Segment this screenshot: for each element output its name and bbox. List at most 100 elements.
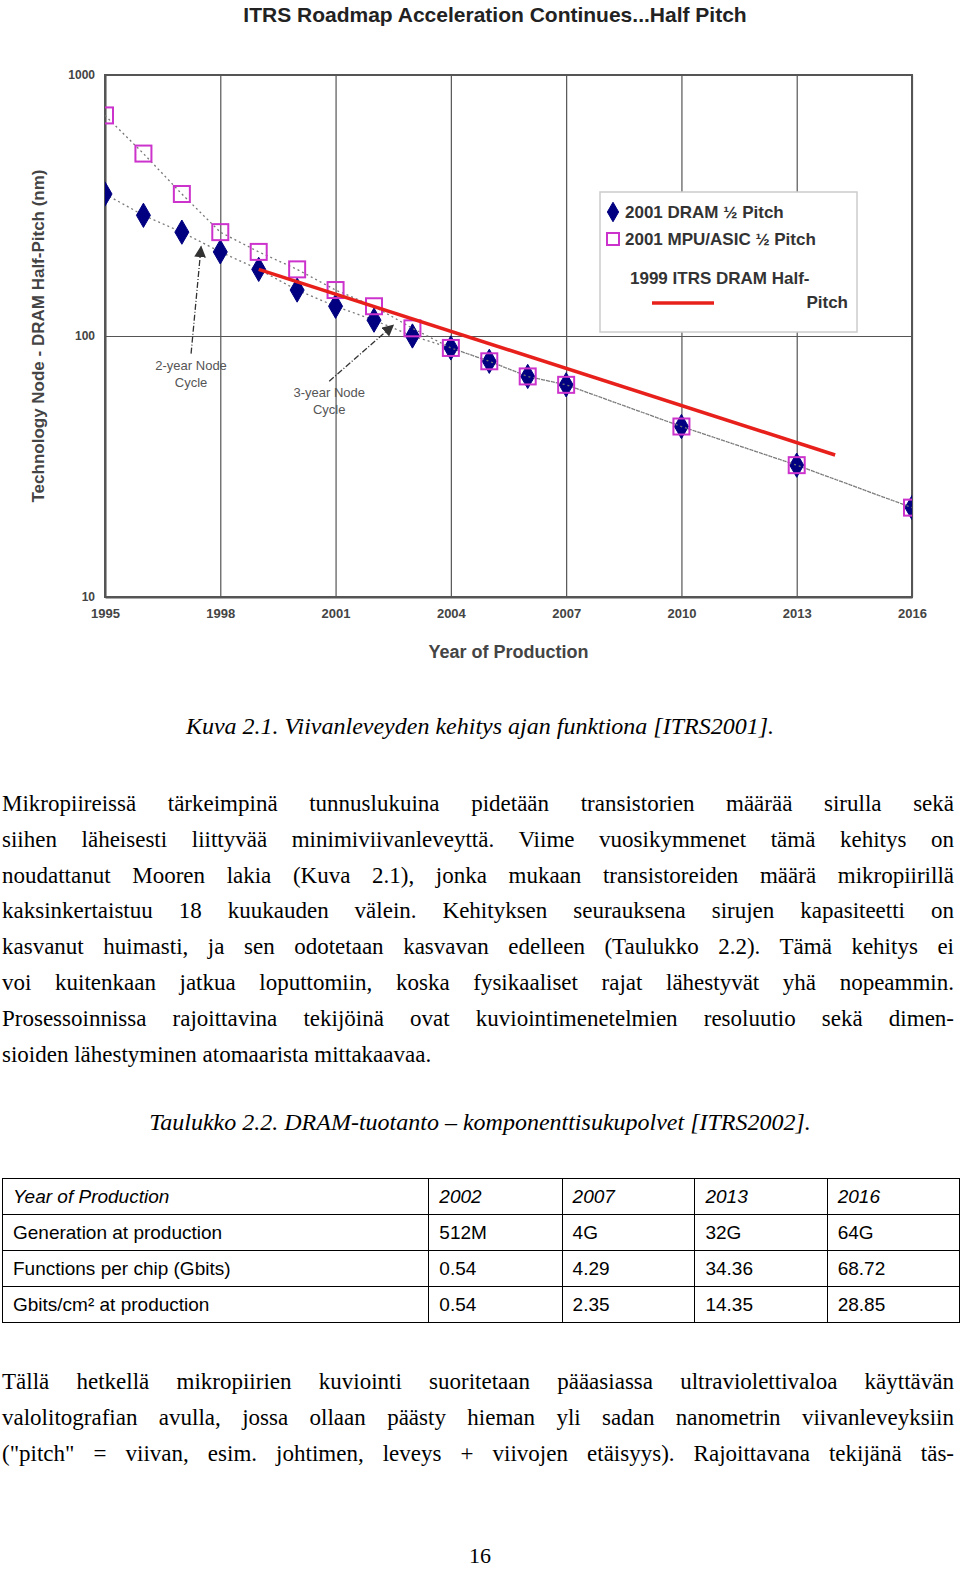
text-line: voi kuitenkaan jatkua loputtomiin, koska… [2, 965, 954, 1001]
figure-caption: Kuva 2.1. Viivanleveyden kehitys ajan fu… [0, 713, 960, 740]
data-point [904, 500, 912, 516]
data-point [105, 182, 112, 206]
y-tick-label: 10 [82, 590, 96, 604]
x-tick-label: 2013 [783, 606, 812, 621]
data-point [213, 240, 227, 264]
header-cell: 2007 [562, 1179, 695, 1215]
data-point [520, 368, 536, 384]
legend-box [600, 192, 857, 332]
legend-label: 2001 DRAM ½ Pitch [625, 203, 784, 222]
y-axis-title: Technology Node - DRAM Half-Pitch (nm) [29, 169, 48, 502]
text-line: noudattanut Mooren lakia (Kuva 2.1), jon… [2, 858, 954, 894]
table-caption: Taulukko 2.2. DRAM-tuotanto – komponentt… [0, 1109, 960, 1136]
table-header: Year of Production2002200720132016 [3, 1179, 960, 1215]
data-point [481, 353, 497, 369]
y-axis: 101001000 [68, 68, 912, 604]
data-point [443, 340, 459, 356]
x-tick: 2001 [322, 75, 351, 621]
text-line: Tällä hetkellä mikropiirien kuviointi su… [2, 1364, 954, 1400]
table-cell: 28.85 [827, 1287, 959, 1323]
x-tick: 2013 [783, 75, 812, 621]
text-line: valolitografian avulla, jossa ollaan pää… [2, 1400, 954, 1436]
x-tick-label: 2004 [437, 606, 467, 621]
table-cell: 2.35 [562, 1287, 695, 1323]
table-cell: 512M [429, 1215, 562, 1251]
header-cell: 2002 [429, 1179, 562, 1215]
data-point [521, 364, 535, 388]
header-cell: Year of Production [3, 1179, 429, 1215]
plot-data [105, 107, 912, 519]
data-point [135, 146, 151, 162]
legend-label: 2001 MPU/ASIC ½ Pitch [625, 230, 816, 249]
x-tick-label: 2016 [898, 606, 927, 621]
legend-swatch [607, 233, 619, 245]
x-tick: 2007 [552, 75, 581, 621]
data-point [175, 220, 189, 244]
table-cell: 14.35 [695, 1287, 827, 1323]
x-tick: 2004 [437, 75, 467, 621]
text-line: siihen läheisesti liittyvää minimiviivan… [2, 822, 954, 858]
table-cell: 34.36 [695, 1251, 827, 1287]
table-cell: Generation at production [3, 1215, 429, 1251]
table-cell: 64G [827, 1215, 959, 1251]
x-axis: 1995 1998 2001 2004 2007 2010 2013 2016 [91, 75, 927, 621]
page-number: 16 [0, 1543, 960, 1569]
header-cell: 2016 [827, 1179, 959, 1215]
table-cell: 0.54 [429, 1287, 562, 1323]
table-cell: Gbits/cm² at production [3, 1287, 429, 1323]
data-point [482, 349, 496, 373]
y-grid-line [105, 336, 912, 337]
data-point [367, 308, 381, 332]
text-line: Mikropiireissä tärkeimpinä tunnuslukuina… [2, 786, 954, 822]
data-point [790, 453, 804, 477]
text-line: kasvanut huimasti, ja sen odotetaan kasv… [2, 929, 954, 965]
text-line: Prosessoinnissa rajoittavina tekijöinä o… [2, 1001, 954, 1037]
data-point [251, 244, 267, 260]
legend: 2001 DRAM ½ Pitch 2001 MPU/ASIC ½ Pitch 19… [600, 192, 857, 332]
x-tick: 2010 [667, 75, 696, 621]
table-cell: 0.54 [429, 1251, 562, 1287]
data-point [905, 495, 912, 519]
table-cell: 4G [562, 1215, 695, 1251]
x-tick-label: 2010 [667, 606, 696, 621]
paragraph: Mikropiireissä tärkeimpinä tunnuslukuina… [2, 786, 954, 1072]
legend-swatch [652, 301, 714, 305]
plot-frame [105, 75, 912, 597]
data-point [174, 186, 190, 202]
text-line: sioiden lähestyminen atomaarista mittaka… [2, 1037, 954, 1073]
data-point [105, 107, 113, 123]
data-point [289, 261, 305, 277]
series-line [105, 115, 912, 507]
x-tick: 1998 [206, 75, 235, 621]
data-point [136, 203, 150, 227]
data-point [673, 419, 689, 435]
legend-label: 1999 ITRS DRAM Half-Pitch [630, 269, 848, 312]
x-tick-label: 2007 [552, 606, 581, 621]
data-point [558, 377, 574, 393]
y-tick-label: 100 [75, 329, 95, 343]
annotation: 2-year NodeCycle [155, 358, 227, 390]
annotation-arrow [329, 325, 393, 381]
text-line: ("pitch" = viivan, esim. johtimen, levey… [2, 1436, 954, 1472]
table-row: Gbits/cm² at production0.542.3514.3528.8… [3, 1287, 960, 1323]
data-point [212, 224, 228, 240]
annotation: 3-year NodeCycle [293, 385, 365, 417]
x-tick-label: 1995 [91, 606, 120, 621]
annotation-arrow [191, 247, 201, 354]
table-row: Generation at production512M4G32G64G [3, 1215, 960, 1251]
plot-background [105, 75, 912, 597]
table-cell: 4.29 [562, 1251, 695, 1287]
table-cell: 68.72 [827, 1251, 959, 1287]
table-cell: Functions per chip (Gbits) [3, 1251, 429, 1287]
paragraph: Tällä hetkellä mikropiirien kuviointi su… [2, 1364, 954, 1471]
data-point [404, 320, 420, 336]
data-point [789, 457, 805, 473]
legend-swatch [607, 202, 618, 222]
table-cell: 32G [695, 1215, 827, 1251]
x-tick-label: 1998 [206, 606, 235, 621]
text-line: kaksinkertaistuu 18 kuukauden välein. Ke… [2, 893, 954, 929]
data-table: Year of Production2002200720132016Genera… [2, 1178, 960, 1323]
chart-title: ITRS Roadmap Acceleration Continues...Ha… [243, 3, 746, 26]
x-axis-title: Year of Production [428, 642, 588, 662]
data-point [559, 373, 573, 397]
